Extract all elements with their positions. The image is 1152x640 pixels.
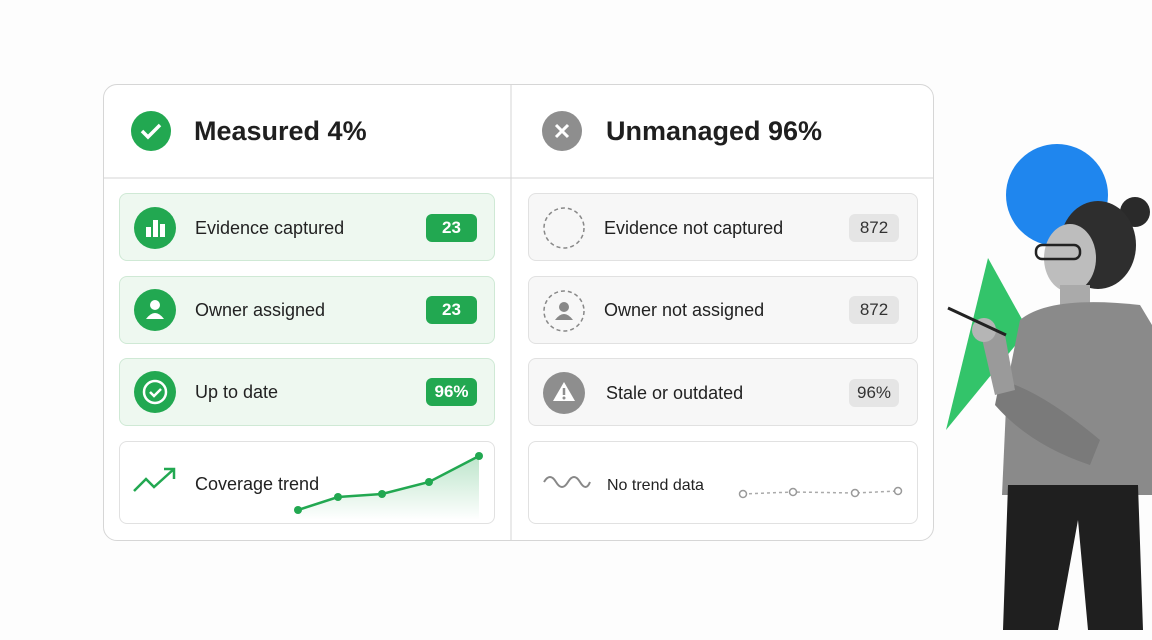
row-label: Evidence captured	[195, 218, 345, 238]
trend-label: Coverage trend	[195, 474, 320, 494]
row-label: Stale or outdated	[606, 383, 744, 403]
x-icon	[542, 111, 582, 151]
row-label: Owner not assigned	[604, 300, 765, 320]
right-title: Unmanaged 96%	[606, 116, 823, 146]
dividers	[103, 84, 934, 540]
row-label: Evidence not captured	[604, 218, 784, 238]
sparkline	[294, 452, 483, 520]
badge: 96%	[426, 378, 477, 406]
wave-icon	[543, 476, 591, 488]
trend-icon	[133, 467, 176, 492]
user-dashed-icon	[543, 290, 585, 332]
left-title: Measured 4%	[194, 116, 367, 146]
badge: 872	[849, 214, 899, 242]
ok-icon	[134, 371, 176, 413]
person	[947, 197, 1152, 630]
chart-icon	[134, 207, 176, 249]
badge: 23	[426, 296, 477, 324]
trend-label: No trend data	[607, 477, 704, 494]
badge: 96%	[849, 379, 899, 407]
empty-sparkline	[738, 486, 903, 499]
badge: 23	[426, 214, 477, 242]
user-icon	[134, 289, 176, 331]
warning-icon	[543, 372, 585, 414]
dashed-icon	[543, 207, 585, 249]
check-icon	[131, 111, 171, 151]
row-label: Up to date	[195, 382, 279, 402]
badge: 872	[849, 296, 899, 324]
row-label: Owner assigned	[195, 300, 326, 320]
trend-row	[528, 441, 918, 524]
